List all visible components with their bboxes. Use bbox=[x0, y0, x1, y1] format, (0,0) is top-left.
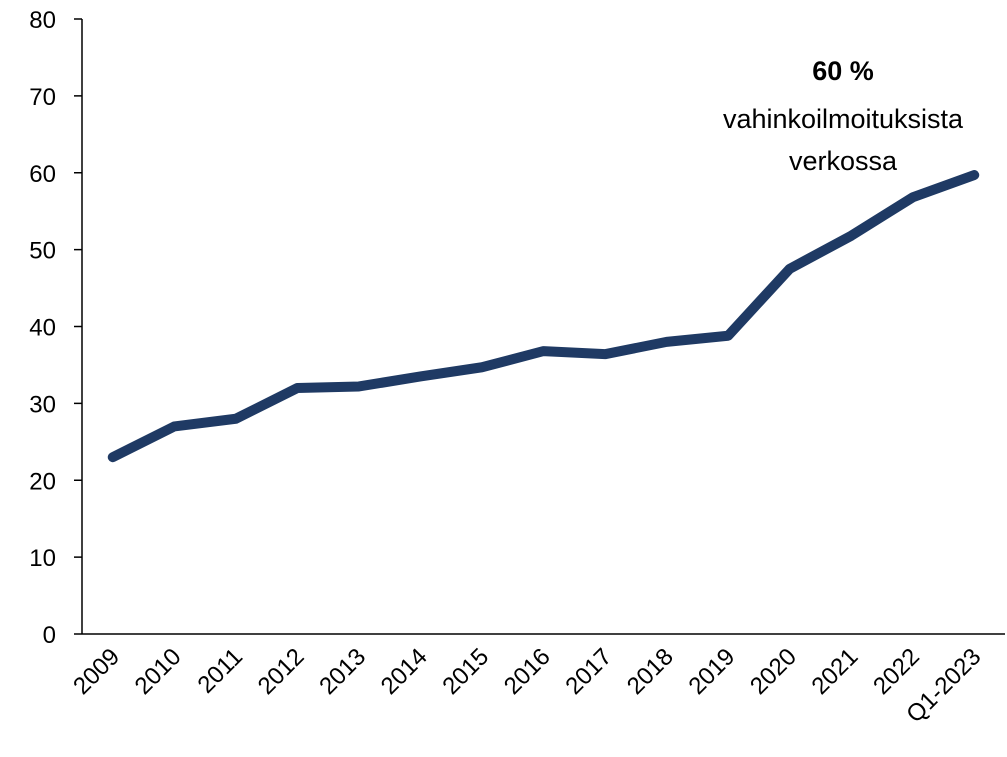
annotation-value: 60 % bbox=[812, 56, 874, 86]
x-tick-label: 2018 bbox=[622, 643, 679, 700]
x-tick-label: 2014 bbox=[376, 643, 433, 700]
x-tick-label: 2021 bbox=[807, 643, 864, 700]
x-tick-label: 2011 bbox=[192, 643, 248, 699]
y-tick-label: 30 bbox=[29, 391, 56, 418]
annotation-text: vahinkoilmoituksista bbox=[723, 104, 964, 134]
line bbox=[107, 170, 980, 463]
x-tick-label: 2012 bbox=[253, 643, 310, 700]
x-tick-label: 2017 bbox=[560, 643, 617, 700]
y-tick-label: 0 bbox=[43, 622, 56, 649]
y-tick-label: 40 bbox=[29, 315, 56, 342]
y-tick-label: 10 bbox=[29, 545, 56, 572]
x-tick-label: 2015 bbox=[437, 643, 494, 700]
annotation-text: verkossa bbox=[789, 146, 898, 176]
y-tick-label: 50 bbox=[29, 238, 56, 265]
y-tick-label: 20 bbox=[29, 468, 56, 495]
y-tick-label: 60 bbox=[29, 161, 56, 188]
x-tick-label: 2019 bbox=[683, 643, 740, 700]
x-tick-label: 2022 bbox=[868, 643, 925, 700]
y-tick-label: 70 bbox=[29, 84, 56, 111]
x-tick-label: 2016 bbox=[499, 643, 556, 700]
y-tick-label: 80 bbox=[29, 7, 56, 34]
x-tick-label: 2009 bbox=[68, 643, 125, 700]
x-tick-label: 2020 bbox=[745, 643, 802, 700]
x-tick-label: 2010 bbox=[130, 643, 187, 700]
x-tick-label: 2013 bbox=[314, 643, 371, 700]
